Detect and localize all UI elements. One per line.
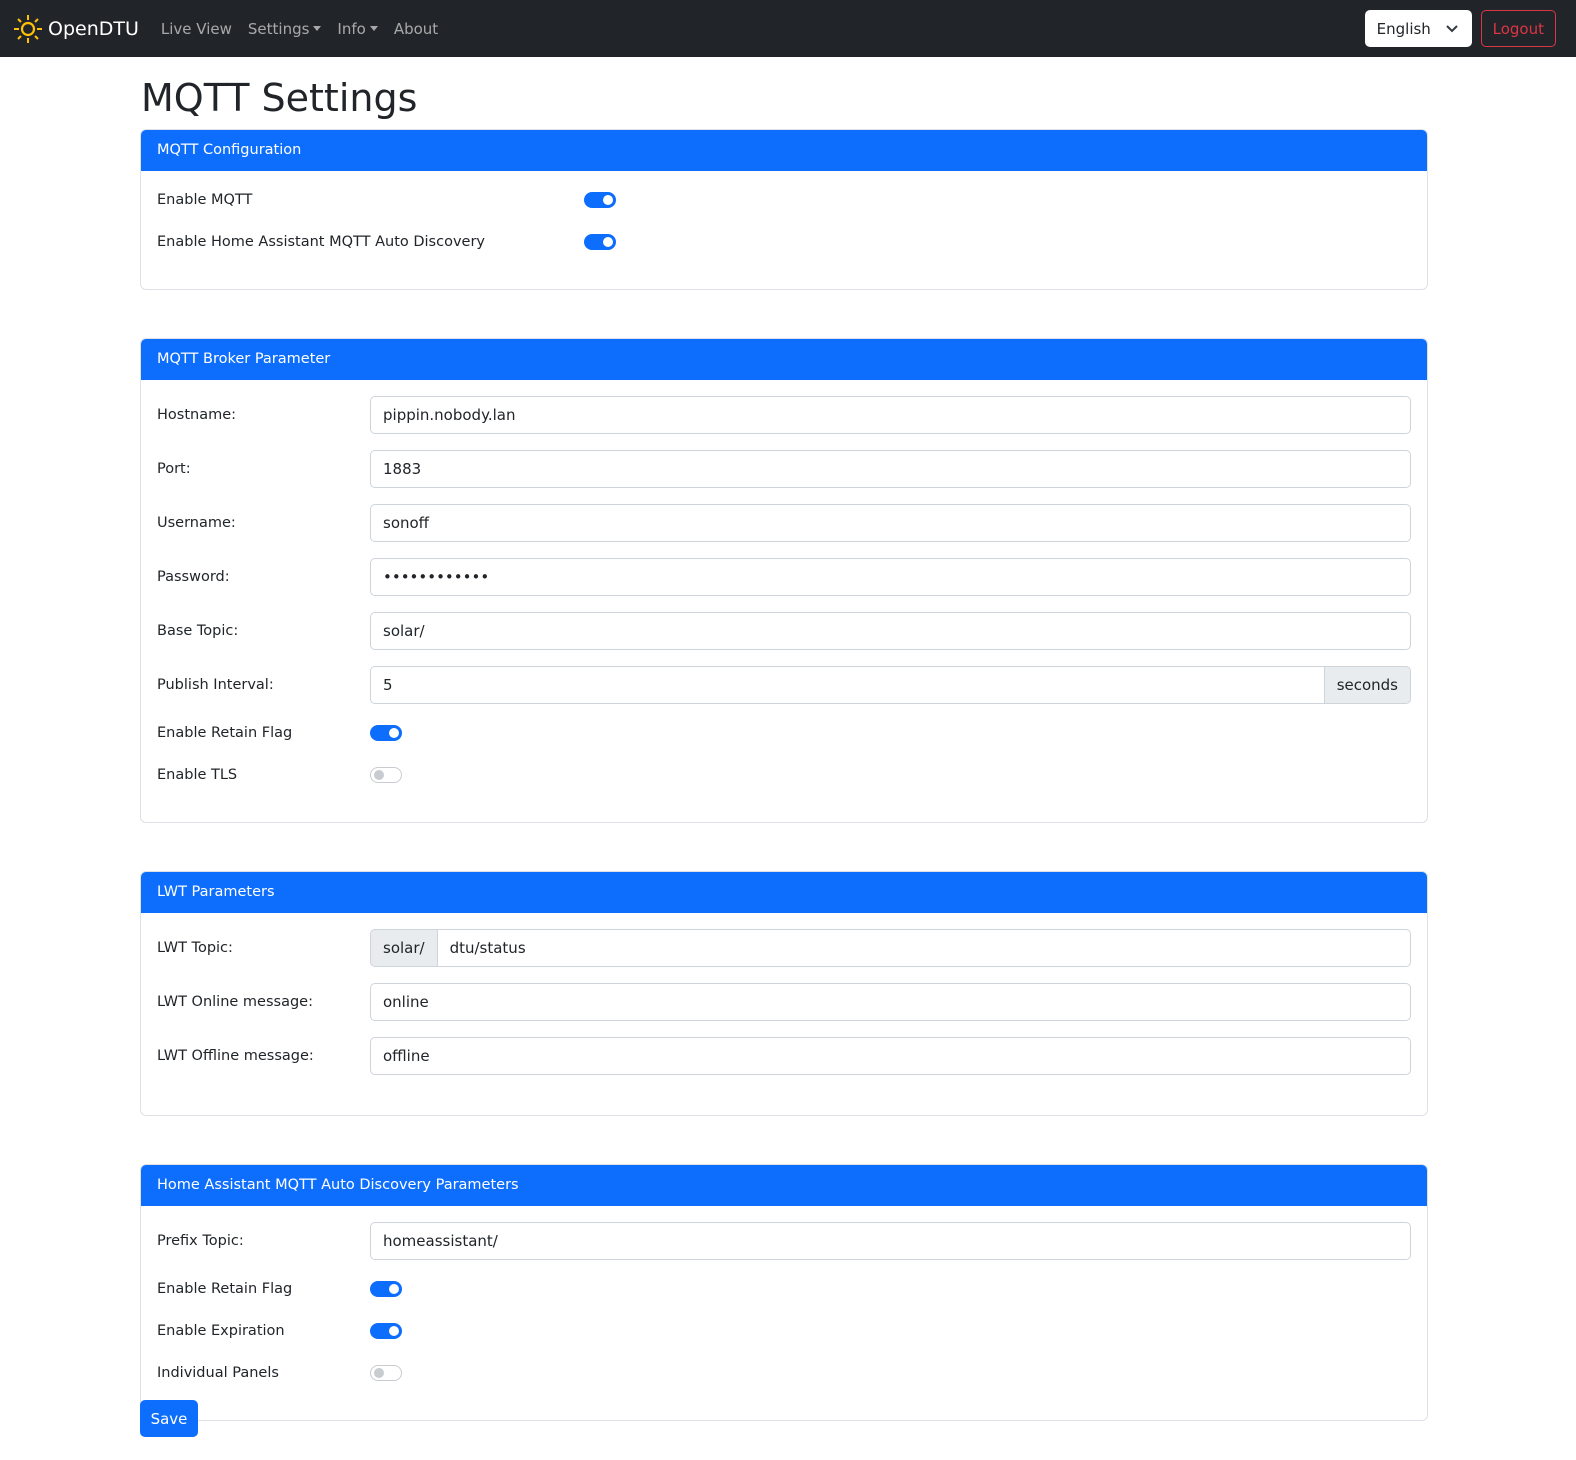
- language-value: English: [1376, 19, 1431, 38]
- nav-info[interactable]: Info: [337, 19, 378, 38]
- username-label: Username:: [157, 515, 236, 531]
- lwt-topic-prefix: solar/: [370, 929, 438, 967]
- language-select[interactable]: English: [1364, 10, 1472, 47]
- lwt-offline-label: LWT Offline message:: [157, 1048, 314, 1064]
- lwt-parameters-card: LWT Parameters LWT Topic: solar/dtu/statu…: [140, 871, 1428, 1116]
- brand-link[interactable]: OpenDTU: [12, 13, 139, 45]
- card-header: MQTT Configuration: [141, 130, 1427, 171]
- publish-interval-label: Publish Interval:: [157, 677, 274, 693]
- lwt-online-label: LWT Online message:: [157, 994, 313, 1010]
- tls-toggle[interactable]: [370, 767, 402, 783]
- prefix-topic-label: Prefix Topic:: [157, 1233, 244, 1249]
- nav-settings[interactable]: Settings: [248, 20, 322, 38]
- prefix-topic-input[interactable]: homeassistant/: [370, 1222, 1411, 1260]
- enable-mqtt-label: Enable MQTT: [157, 192, 253, 208]
- port-label: Port:: [157, 461, 191, 477]
- card-header: Home Assistant MQTT Auto Discovery Param…: [141, 1165, 1427, 1206]
- brand-name: OpenDTU: [48, 17, 139, 40]
- seconds-addon: seconds: [1324, 666, 1411, 704]
- broker-parameter-card: MQTT Broker Parameter Hostname: pippin.no…: [140, 338, 1428, 823]
- password-input[interactable]: ••••••••••••: [370, 558, 1411, 596]
- port-input[interactable]: 1883: [370, 450, 1411, 488]
- ha-retain-toggle[interactable]: [370, 1281, 402, 1297]
- expiration-label: Enable Expiration: [157, 1323, 285, 1339]
- nav-live-view[interactable]: Live View: [160, 19, 232, 38]
- retain-label: Enable Retain Flag: [157, 725, 293, 741]
- ha-discovery-card: Home Assistant MQTT Auto Discovery Param…: [140, 1164, 1428, 1421]
- card-header: LWT Parameters: [141, 872, 1427, 913]
- nav-info-label: Info: [337, 19, 366, 38]
- enable-ha-label: Enable Home Assistant MQTT Auto Discover…: [157, 234, 485, 250]
- ha-retain-label: Enable Retain Flag: [157, 1281, 293, 1297]
- nav-about[interactable]: About: [393, 19, 439, 38]
- individual-panels-toggle[interactable]: [370, 1365, 402, 1381]
- caret-down-icon: [313, 26, 322, 31]
- caret-down-icon: [369, 26, 378, 31]
- publish-interval-input[interactable]: 5: [370, 666, 1325, 704]
- hostname-label: Hostname:: [157, 407, 237, 423]
- username-input[interactable]: sonoff: [370, 504, 1411, 542]
- save-button[interactable]: Save: [140, 1400, 198, 1437]
- base-topic-label: Base Topic:: [157, 623, 239, 639]
- card-header: MQTT Broker Parameter: [141, 339, 1427, 380]
- chevron-down-icon: [1445, 24, 1458, 32]
- lwt-topic-label: LWT Topic:: [157, 940, 233, 956]
- hostname-input[interactable]: pippin.nobody.lan: [370, 396, 1411, 434]
- logout-button[interactable]: Logout: [1480, 10, 1556, 47]
- individual-panels-label: Individual Panels: [157, 1365, 279, 1381]
- lwt-offline-input[interactable]: offline: [370, 1037, 1411, 1075]
- enable-ha-discovery-toggle[interactable]: [584, 234, 616, 250]
- expiration-toggle[interactable]: [370, 1323, 402, 1339]
- lwt-online-input[interactable]: online: [370, 983, 1411, 1021]
- page-title: MQTT Settings: [141, 76, 418, 120]
- enable-mqtt-toggle[interactable]: [584, 192, 616, 208]
- lwt-topic-input[interactable]: dtu/status: [437, 929, 1411, 967]
- sun-icon: [14, 14, 42, 43]
- navbar: OpenDTU Live View Settings Info About En…: [0, 0, 1576, 57]
- retain-flag-toggle[interactable]: [370, 725, 402, 741]
- password-label: Password:: [157, 569, 230, 585]
- base-topic-input[interactable]: solar/: [370, 612, 1411, 650]
- tls-label: Enable TLS: [157, 767, 238, 783]
- mqtt-configuration-card: MQTT Configuration Enable MQTT Enable Ho…: [140, 129, 1428, 290]
- nav-settings-label: Settings: [247, 19, 310, 38]
